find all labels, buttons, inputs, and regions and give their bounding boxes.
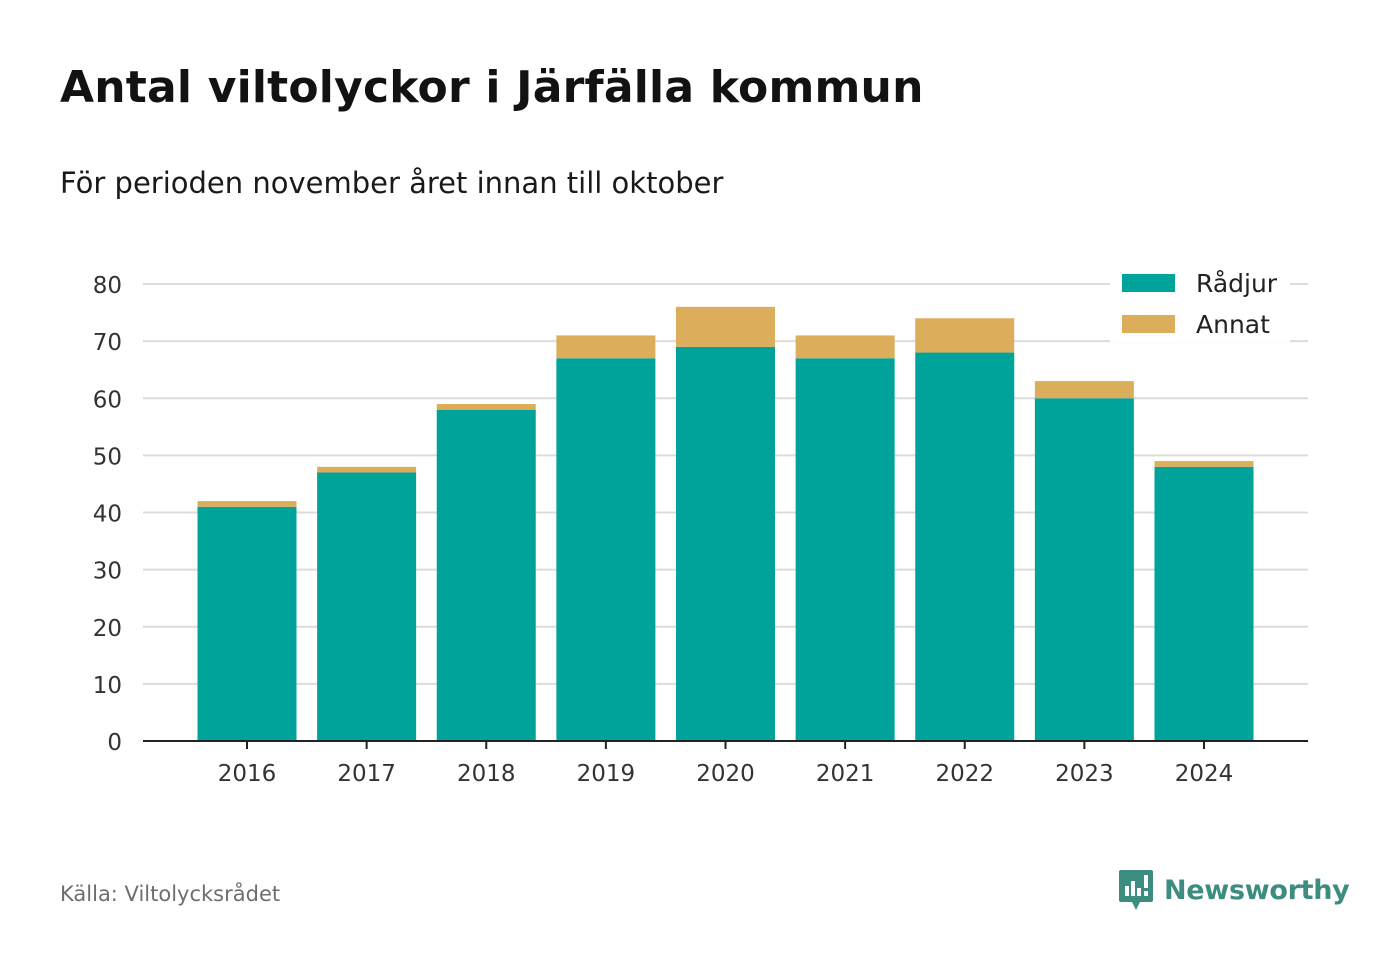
x-tick-label: 2018 [457, 761, 516, 787]
bars [197, 306, 1254, 741]
source-note: Källa: Viltolycksrådet [60, 882, 281, 906]
legend-swatch [1122, 315, 1175, 333]
bar-2020-series-0 [676, 346, 775, 741]
y-tick-label: 20 [93, 616, 122, 642]
bar-2020-series-1 [676, 306, 775, 347]
newsworthy-logo-icon [1119, 870, 1153, 910]
y-tick-label: 50 [93, 444, 122, 470]
bar-2022-series-0 [915, 352, 1015, 741]
x-tick-label: 2019 [577, 761, 636, 787]
chart-title: Antal viltolyckor i Järfälla kommun [60, 62, 924, 113]
bar-2021-series-0 [795, 358, 895, 741]
legend-swatch [1122, 274, 1175, 292]
bar-2018-series-0 [436, 409, 536, 741]
y-tick-label: 10 [93, 673, 122, 699]
x-tick-label: 2021 [816, 761, 875, 787]
x-tick-label: 2020 [696, 761, 755, 787]
y-tick-label: 70 [93, 330, 122, 356]
legend: Rådjur Annat [1110, 262, 1290, 342]
y-tick-label: 30 [93, 559, 122, 585]
x-axis-ticks: 2016 2017 2018 2019 2020 2021 2022 2023 2024 [218, 741, 1234, 787]
y-axis-ticks: 0 10 20 30 40 50 60 70 80 [93, 273, 122, 756]
chart-subtitle: För perioden november året innan till ok… [60, 166, 724, 200]
y-tick-label: 80 [93, 273, 122, 299]
brand-name: Newsworthy [1164, 874, 1350, 906]
y-tick-label: 0 [107, 730, 122, 756]
bar-2018-series-1 [436, 403, 536, 410]
bar-2024-series-0 [1154, 466, 1254, 741]
legend-label: Annat [1196, 310, 1270, 339]
bar-2023-series-0 [1034, 398, 1134, 741]
bar-2017-series-0 [317, 472, 417, 741]
newsworthy-logo: Newsworthy [1118, 868, 1350, 912]
x-tick-label: 2023 [1055, 761, 1114, 787]
y-tick-label: 60 [93, 387, 122, 413]
bar-2022-series-1 [915, 318, 1015, 353]
x-tick-label: 2016 [218, 761, 277, 787]
bar-2019-series-1 [556, 335, 656, 359]
x-tick-label: 2024 [1175, 761, 1234, 787]
bar-2017-series-1 [317, 466, 417, 473]
bar-2016-series-0 [197, 506, 297, 741]
x-tick-label: 2017 [337, 761, 396, 787]
bar-2019-series-0 [556, 358, 656, 741]
legend-label: Rådjur [1196, 269, 1278, 298]
x-tick-label: 2022 [935, 761, 994, 787]
bar-2024-series-1 [1154, 461, 1254, 467]
bar-2016-series-1 [197, 501, 297, 507]
y-tick-label: 40 [93, 502, 122, 528]
bar-2023-series-1 [1034, 381, 1134, 399]
bar-2021-series-1 [795, 335, 895, 359]
